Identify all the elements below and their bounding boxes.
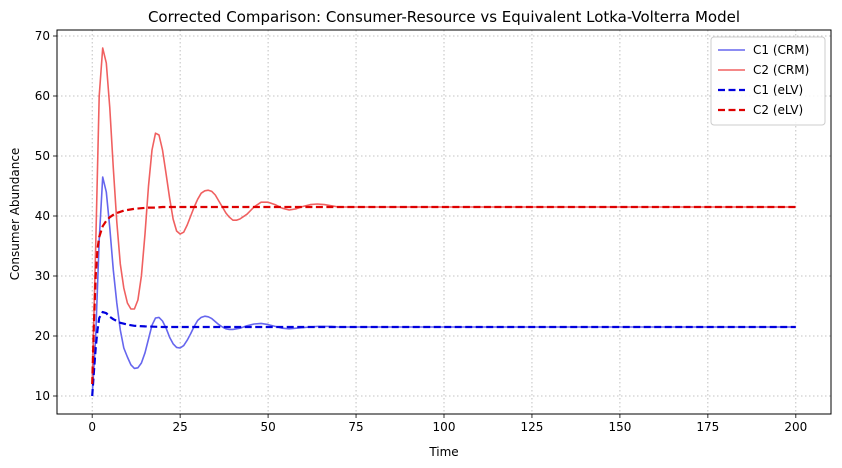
legend-label: C2 (eLV) — [753, 103, 803, 117]
axis-ticks: 0 25 50 75 100 125 150 175 200 10 20 30 40 50 60 70 — [35, 29, 808, 434]
x-tick-label: 0 — [88, 420, 96, 434]
legend: C1 (CRM) C2 (CRM) C1 (eLV) C2 (eLV) — [710, 36, 826, 126]
x-tick-label: 200 — [784, 420, 807, 434]
y-axis-label: Consumer Abundance — [8, 148, 22, 281]
x-tick-label: 125 — [521, 420, 544, 434]
y-tick-label: 60 — [35, 89, 50, 103]
x-tick-label: 175 — [696, 420, 719, 434]
x-tick-label: 75 — [348, 420, 363, 434]
y-tick-label: 40 — [35, 209, 50, 223]
x-tick-label: 50 — [260, 420, 275, 434]
legend-box — [710, 36, 826, 126]
x-tick-label: 100 — [433, 420, 456, 434]
x-tick-label: 25 — [172, 420, 187, 434]
x-axis-label: Time — [428, 445, 458, 459]
y-tick-label: 50 — [35, 149, 50, 163]
series-line-3 — [91, 310, 796, 397]
legend-label: C1 (eLV) — [753, 83, 803, 97]
legend-label: C2 (CRM) — [753, 63, 809, 77]
series-layer — [91, 47, 796, 397]
y-tick-label: 30 — [35, 269, 50, 283]
legend-label: C1 (CRM) — [753, 43, 809, 57]
series-line-4 — [91, 205, 796, 385]
x-tick-label: 150 — [608, 420, 631, 434]
series-line-2 — [91, 47, 796, 385]
chart-title: Corrected Comparison: Consumer-Resource … — [148, 8, 740, 26]
y-tick-label: 70 — [35, 29, 50, 43]
y-tick-label: 10 — [35, 389, 50, 403]
y-tick-label: 20 — [35, 329, 50, 343]
